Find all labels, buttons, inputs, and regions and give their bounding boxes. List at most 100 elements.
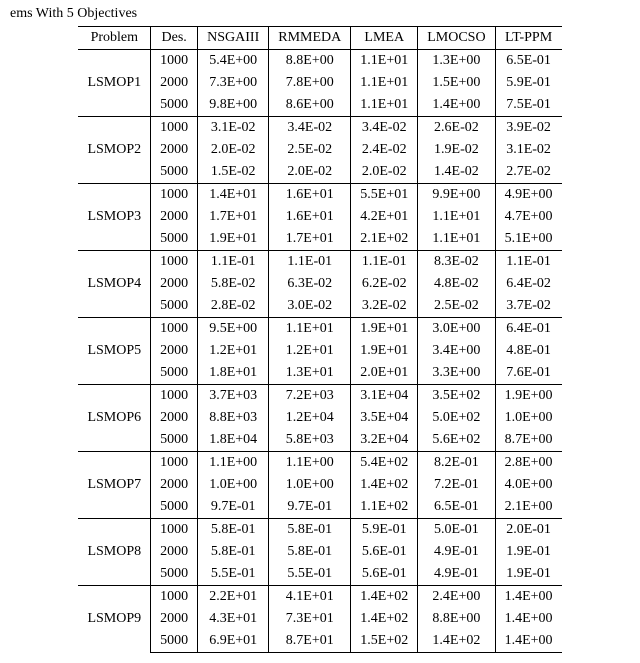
value-cell: 1.8E+01 [198,362,269,385]
table-row: 50002.8E-023.0E-023.2E-022.5E-023.7E-02 [78,295,561,318]
table-header: Problem Des. NSGAIII RMMEDA LMEA LMOCSO … [78,27,561,50]
value-cell: 1.1E+01 [418,206,495,228]
col-lmea: LMEA [351,27,418,50]
col-problem: Problem [78,27,150,50]
problem-cell: LSMOP7 [78,452,150,519]
problem-cell: LSMOP8 [78,519,150,586]
value-cell: 5.8E-01 [269,541,351,563]
value-cell: 5.5E+01 [351,184,418,207]
des-cell: 5000 [151,161,198,184]
des-cell: 1000 [151,318,198,341]
value-cell: 1.5E-02 [198,161,269,184]
table-caption: ems With 5 Objectives [0,0,640,24]
col-nsgaiii: NSGAIII [198,27,269,50]
value-cell: 4.8E-01 [495,340,561,362]
value-cell: 7.6E-01 [495,362,561,385]
value-cell: 1.1E+01 [351,72,418,94]
col-ltppm: LT-PPM [495,27,561,50]
value-cell: 5.5E-01 [269,563,351,586]
value-cell: 9.5E+00 [198,318,269,341]
value-cell: 3.5E+02 [418,385,495,408]
des-cell: 2000 [151,206,198,228]
value-cell: 1.3E+00 [418,50,495,73]
table-row: LSMOP110005.4E+008.8E+001.1E+011.3E+006.… [78,50,561,73]
table-row: 20001.0E+001.0E+001.4E+027.2E-014.0E+00 [78,474,561,496]
value-cell: 5.8E+03 [269,429,351,452]
value-cell: 7.2E+03 [269,385,351,408]
des-cell: 1000 [151,586,198,609]
value-cell: 1.7E+01 [198,206,269,228]
des-cell: 1000 [151,184,198,207]
value-cell: 1.4E+01 [198,184,269,207]
value-cell: 2.7E-02 [495,161,561,184]
value-cell: 5.8E-01 [269,519,351,542]
value-cell: 5.6E+02 [418,429,495,452]
value-cell: 1.0E+00 [269,474,351,496]
value-cell: 1.1E-01 [351,251,418,274]
des-cell: 5000 [151,496,198,519]
problem-cell: LSMOP2 [78,117,150,184]
value-cell: 1.4E+02 [418,630,495,653]
value-cell: 9.9E+00 [418,184,495,207]
value-cell: 1.1E+02 [351,496,418,519]
des-cell: 5000 [151,362,198,385]
value-cell: 1.1E-01 [269,251,351,274]
value-cell: 1.6E+01 [269,184,351,207]
value-cell: 1.1E+01 [418,228,495,251]
des-cell: 5000 [151,563,198,586]
value-cell: 5.8E-02 [198,273,269,295]
value-cell: 5.6E-01 [351,563,418,586]
value-cell: 6.2E-02 [351,273,418,295]
value-cell: 2.1E+00 [495,496,561,519]
value-cell: 8.7E+01 [269,630,351,653]
value-cell: 1.9E-02 [418,139,495,161]
table-row: LSMOP510009.5E+001.1E+011.9E+013.0E+006.… [78,318,561,341]
value-cell: 1.6E+01 [269,206,351,228]
value-cell: 1.0E+00 [495,407,561,429]
des-cell: 5000 [151,429,198,452]
value-cell: 1.5E+02 [351,630,418,653]
value-cell: 3.1E+04 [351,385,418,408]
value-cell: 1.4E+00 [418,94,495,117]
value-cell: 1.1E+01 [269,318,351,341]
results-table: Problem Des. NSGAIII RMMEDA LMEA LMOCSO … [78,26,561,653]
table-row: LSMOP410001.1E-011.1E-011.1E-018.3E-021.… [78,251,561,274]
value-cell: 2.1E+02 [351,228,418,251]
value-cell: 2.5E-02 [418,295,495,318]
value-cell: 3.2E-02 [351,295,418,318]
value-cell: 9.7E-01 [269,496,351,519]
value-cell: 6.5E-01 [495,50,561,73]
value-cell: 6.4E-01 [495,318,561,341]
value-cell: 3.4E-02 [269,117,351,140]
table-row: LSMOP810005.8E-015.8E-015.9E-015.0E-012.… [78,519,561,542]
value-cell: 1.8E+04 [198,429,269,452]
value-cell: 8.8E+00 [418,608,495,630]
des-cell: 1000 [151,452,198,475]
value-cell: 7.3E+01 [269,608,351,630]
table-row: 20007.3E+007.8E+001.1E+011.5E+005.9E-01 [78,72,561,94]
value-cell: 1.1E-01 [198,251,269,274]
problem-cell: LSMOP5 [78,318,150,385]
value-cell: 4.7E+00 [495,206,561,228]
value-cell: 8.3E-02 [418,251,495,274]
value-cell: 7.8E+00 [269,72,351,94]
table-row: 50001.9E+011.7E+012.1E+021.1E+015.1E+00 [78,228,561,251]
value-cell: 2.0E+01 [351,362,418,385]
value-cell: 1.9E+01 [351,318,418,341]
value-cell: 2.0E-02 [269,161,351,184]
table-row: LSMOP710001.1E+001.1E+005.4E+028.2E-012.… [78,452,561,475]
value-cell: 6.9E+01 [198,630,269,653]
value-cell: 2.8E-02 [198,295,269,318]
value-cell: 1.2E+04 [269,407,351,429]
value-cell: 8.6E+00 [269,94,351,117]
des-cell: 5000 [151,630,198,653]
table-row: 20005.8E-026.3E-026.2E-024.8E-026.4E-02 [78,273,561,295]
value-cell: 5.8E-01 [198,519,269,542]
table-row: LSMOP210003.1E-023.4E-023.4E-022.6E-023.… [78,117,561,140]
value-cell: 1.3E+01 [269,362,351,385]
des-cell: 2000 [151,407,198,429]
value-cell: 1.1E+01 [351,50,418,73]
value-cell: 5.4E+02 [351,452,418,475]
table-row: 50005.5E-015.5E-015.6E-014.9E-011.9E-01 [78,563,561,586]
value-cell: 1.4E+00 [495,630,561,653]
